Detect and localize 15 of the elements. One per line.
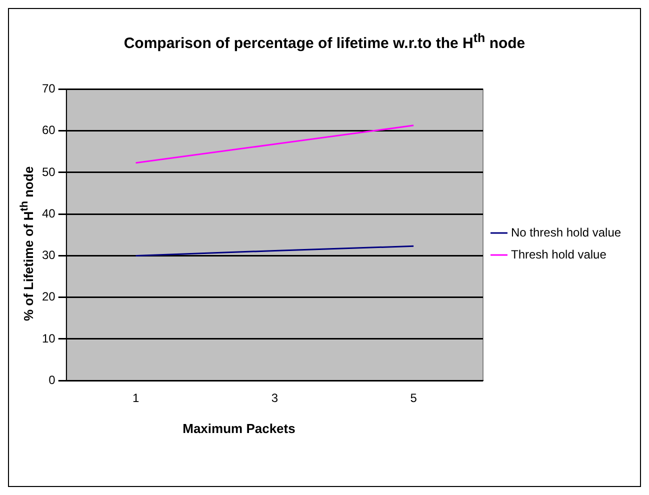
y-tick-label: 0 <box>48 372 56 387</box>
y-tick-label: 40 <box>42 206 56 220</box>
x-tick-label: 3 <box>271 391 278 406</box>
y-tick-label: 20 <box>42 290 56 304</box>
x-axis-title: Maximum Packets <box>182 421 296 436</box>
chart-title: Comparison of percentage of lifetime w.r.to the H$^{th}$ node <box>122 31 526 52</box>
y-tick-label: 30 <box>42 248 56 262</box>
x-tick-label: 1 <box>132 391 140 406</box>
y-tick-label: 60 <box>42 123 56 138</box>
x-tick-label: 5 <box>410 391 418 406</box>
legend-label: No thresh hold value <box>511 225 622 240</box>
legend-label: Thresh hold value <box>511 247 607 262</box>
y-tick-label: 70 <box>42 82 56 96</box>
y-tick-label: 10 <box>42 331 56 346</box>
y-tick-label: 50 <box>42 164 56 179</box>
